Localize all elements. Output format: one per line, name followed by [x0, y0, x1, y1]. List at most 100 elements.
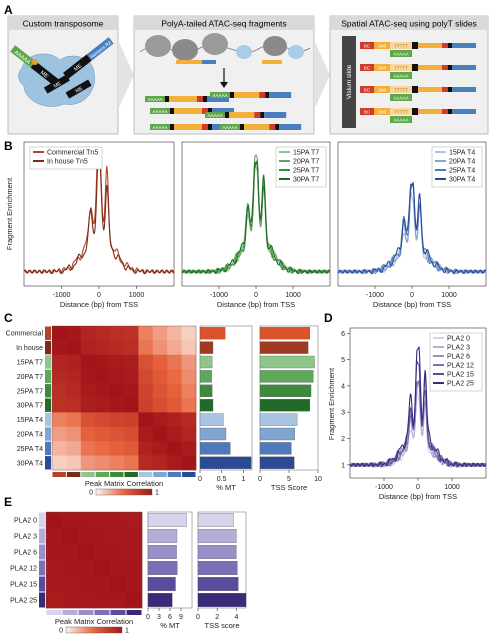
heatmap-row-label: 15PA T4 [17, 417, 43, 424]
panel-letter-c: C [4, 311, 13, 325]
heat-cell [94, 512, 111, 529]
heat-cell [124, 326, 139, 341]
bar [199, 413, 224, 426]
insert-end [442, 65, 448, 70]
fragment-insert [174, 124, 202, 130]
bar [147, 593, 173, 607]
heat-cell [126, 592, 143, 609]
x-tick-label: 0 [97, 292, 101, 299]
me-segment [448, 43, 452, 48]
legend-entry: 25PA T4 [449, 168, 475, 175]
heat-cell [94, 592, 111, 609]
row-group-swatch [45, 412, 51, 427]
fragment-insert-end [259, 92, 266, 98]
heatmap-row-label: PLA2 3 [14, 534, 37, 541]
fragment-me [208, 108, 212, 114]
col-group-swatch [124, 472, 138, 477]
bar [147, 577, 176, 591]
polya-segment [390, 94, 412, 101]
bar [199, 399, 214, 412]
heat-cell [138, 412, 154, 428]
row-group-swatch [45, 369, 51, 384]
series-line-30pa-t7 [181, 161, 331, 275]
flow-arrow-2 [314, 40, 330, 110]
fragment-me [170, 108, 174, 114]
heat-cell [138, 441, 154, 456]
heatmap-row-label: In house [16, 345, 43, 352]
flow-arrow-1 [118, 40, 134, 110]
bar [259, 341, 309, 354]
bar [197, 593, 247, 607]
bar [259, 427, 295, 441]
legend-entry: In house Tn5 [47, 159, 88, 166]
row-group-swatch [39, 512, 45, 528]
bar-frame [197, 511, 247, 609]
heat-cell [152, 383, 168, 399]
heat-cell [109, 340, 125, 356]
heat-cell [80, 426, 96, 442]
legend-entry: PLA2 12 [447, 363, 474, 370]
row-group-swatch [39, 592, 45, 608]
heat-cell [152, 326, 168, 341]
fragment-me [165, 96, 169, 102]
visium-slide-label: Visium slide [346, 64, 353, 99]
fragment-polya-label: AAAAA [147, 97, 162, 102]
legend-entry: PLA2 15 [447, 372, 474, 379]
heat-cell [152, 441, 168, 456]
heat-cell [181, 340, 197, 356]
y-tick-label: 1 [341, 462, 345, 469]
heat-cell [181, 455, 197, 471]
heat-cell [62, 512, 79, 529]
col-group-swatch [52, 472, 66, 477]
panel-a-box-transposome: Custom transposome AAAAA ME ME Nextera R… [7, 15, 119, 135]
fragment-me [260, 112, 265, 118]
row-group-swatch [39, 544, 45, 560]
heat-cell [46, 576, 63, 593]
heatmap-row-label: 20PA T4 [17, 432, 43, 439]
heat-cell [167, 455, 182, 471]
panel-letter-a: A [4, 3, 13, 17]
y-tick-label: 6 [341, 331, 345, 338]
colorbar-tick-label: 1 [155, 490, 159, 497]
heat-cell [94, 560, 111, 577]
heatmap-row-label: 30PA T4 [17, 460, 43, 467]
insert-segment [418, 43, 442, 48]
bar [147, 529, 178, 543]
legend-entry: PLA2 3 [447, 345, 470, 352]
x-tick-label: 0 [258, 476, 262, 483]
col-group-swatch [66, 472, 81, 477]
fragment-polya [210, 92, 230, 98]
visium-slide [342, 36, 356, 128]
bar [147, 513, 187, 527]
heat-cell [109, 354, 125, 370]
nextera-segment [452, 43, 476, 48]
x-tick-label: 9 [179, 614, 183, 621]
heat-cell [52, 426, 67, 442]
heat-cell [109, 369, 125, 384]
dot-marker [32, 59, 38, 65]
barcode-segment [360, 42, 374, 49]
row-group-swatch [45, 355, 51, 369]
x-axis-label: TSS Score [271, 483, 307, 492]
col-group-swatch [153, 472, 167, 477]
col-group-swatch [95, 472, 110, 477]
heat-cell [78, 592, 95, 609]
heat-cell [109, 326, 125, 341]
polyt-segment [390, 86, 412, 93]
legend-entry: PLA2 0 [447, 336, 470, 343]
tn5-small [236, 45, 252, 59]
heat-cell [66, 354, 82, 370]
row-group-swatch [45, 326, 51, 340]
heat-cell [109, 398, 125, 413]
row-group-swatch [39, 528, 45, 544]
heat-cell [66, 326, 82, 341]
polya-label: AAAAA [393, 118, 408, 123]
fragment-insert-end [202, 124, 208, 130]
heat-cell [124, 441, 139, 456]
heatmap-row-label: PLA2 15 [10, 582, 37, 589]
heat-cell [94, 576, 111, 593]
bar [199, 327, 226, 340]
heat-cell [126, 576, 143, 593]
fragment-nextera [264, 112, 287, 118]
me-mid-label-2: ME [75, 85, 85, 94]
